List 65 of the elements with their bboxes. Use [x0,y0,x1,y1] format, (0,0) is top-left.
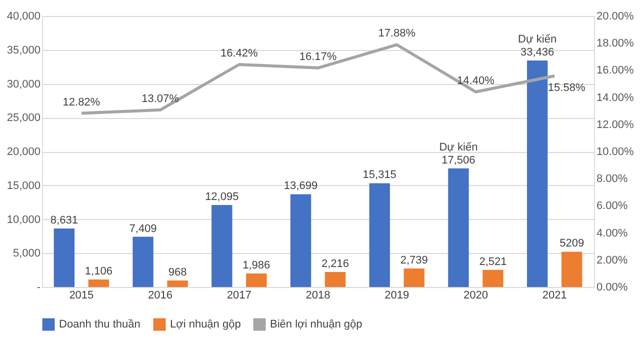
y2-tick-label: 0.00% [596,282,628,294]
data-label: Dự kiến 33,436 [518,33,557,58]
bar [561,252,582,287]
data-label: 14.40% [457,74,495,87]
y-tick-label: 25,000 [6,112,40,124]
y2-tick-label: 8.00% [596,173,628,186]
legend-label: Lợi nhuận gộp [170,318,241,331]
data-label: 15,315 [362,169,396,182]
y2-tick-label: 4.00% [596,227,628,240]
y2-tick-label: 2.00% [596,254,628,266]
y2-tick-label: 16.00% [596,64,634,77]
y2-tick-label: 18.00% [596,38,634,50]
legend-label: Doanh thu thuần [59,318,140,331]
x-tick-label: 2018 [306,290,330,302]
data-label: 2,739 [400,254,428,266]
x-tick-label: 2016 [148,290,173,302]
bar [369,183,390,287]
data-label: 12.82% [62,96,100,108]
x-tick-label: 2020 [463,290,488,302]
data-label: 7,409 [129,222,157,235]
bar [88,280,110,287]
y2-tick-label: 12.00% [596,118,634,131]
bar [404,268,424,287]
y2-tick-label: 10.00% [596,146,634,158]
bar [324,272,346,287]
y2-tick-label: 6.00% [596,200,628,212]
data-label: 13.07% [142,92,180,105]
data-label: 16.42% [220,48,258,60]
bar [132,236,154,287]
data-label: 1,986 [242,260,270,272]
legend-label: Biên lợi nhuận gộp [270,318,362,331]
data-label: Dự kiến 17,506 [439,141,478,166]
y2-tick-label: 20.00% [596,10,634,22]
y-tick-label: - [36,282,41,294]
data-label: 15.58% [548,82,586,94]
y-tick-label: 35,000 [6,44,40,56]
y-tick-label: 10,000 [6,214,40,226]
x-tick-label: 2019 [384,290,410,302]
data-label: 17.88% [378,28,416,40]
y2-tick-label: 14.00% [596,92,634,104]
data-label: 16.17% [299,50,337,63]
y-tick-label: 5,000 [12,248,40,260]
data-label: 8,631 [50,214,78,227]
bar [526,60,548,287]
bar [246,274,267,287]
data-label: 2,521 [479,256,507,268]
bar [212,205,232,287]
bar [482,270,504,287]
bar [54,228,75,287]
y-tick-label: 30,000 [6,78,40,90]
data-label: 5209 [560,238,584,250]
y-tick-label: 20,000 [6,146,40,158]
x-tick-label: 2015 [69,290,94,302]
x-tick-label: 2017 [226,290,252,302]
bar [448,168,469,287]
y-tick-label: 15,000 [6,180,40,192]
data-label: 2,216 [321,258,350,270]
data-label: 968 [168,266,187,278]
bar [290,194,312,287]
y-tick-label: 40,000 [6,10,40,22]
data-label: 12,095 [205,191,239,204]
bar [167,280,188,287]
data-label: 1,106 [84,266,112,278]
x-tick-label: 2021 [542,290,567,302]
data-label: 13,699 [284,180,318,192]
